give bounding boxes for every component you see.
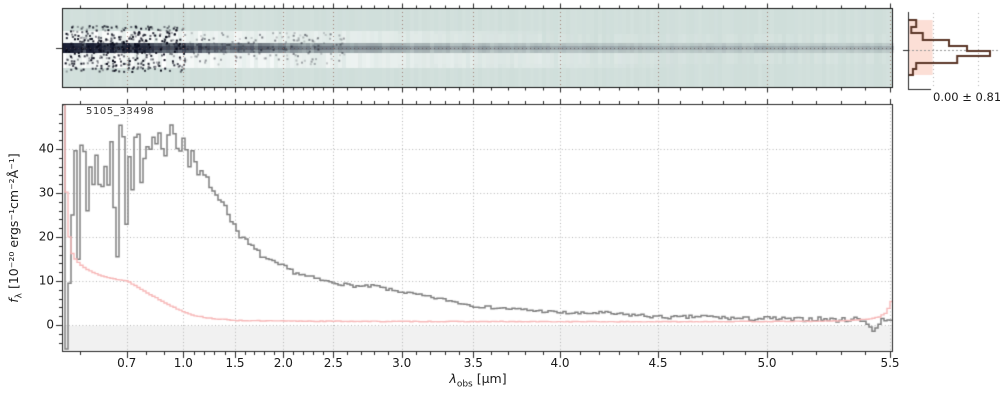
x-tick-label: 3.5: [463, 356, 483, 370]
x-axis-unit: [μm]: [472, 371, 507, 386]
y-tick-label: 10: [38, 273, 54, 288]
x-axis-subscript: obs: [456, 379, 473, 390]
y-axis-subscript: λ: [14, 292, 25, 299]
x-tick-label: 2.5: [323, 356, 343, 370]
histogram-stats-label: 0.00 ± 0.81: [933, 90, 1000, 104]
y-tick-label: 20: [38, 229, 54, 244]
y-tick-label: 40: [38, 141, 54, 156]
y-axis-unit: [10⁻²⁰ ergs⁻¹cm⁻²Å⁻¹]: [5, 153, 21, 293]
x-axis-symbol: λ: [449, 371, 457, 386]
x-tick-label: 1.0: [173, 356, 193, 370]
x-tick-label: 2.0: [273, 356, 293, 370]
y-tick-label: 30: [38, 185, 54, 200]
object-id-label: 5105_33498: [86, 106, 155, 117]
y-axis-symbol: f: [5, 298, 21, 303]
y-tick-label: 0: [46, 317, 54, 332]
x-tick-label: 4.0: [550, 356, 570, 370]
x-tick-label: 5.0: [757, 356, 777, 370]
x-tick-label: 1.5: [225, 356, 245, 370]
x-tick-label: 3.0: [392, 356, 412, 370]
x-tick-label: 0.7: [117, 356, 137, 370]
x-tick-label: 4.5: [648, 356, 668, 370]
x-axis-label: λobs [μm]: [449, 371, 506, 390]
x-tick-label: 5.5: [880, 356, 900, 370]
